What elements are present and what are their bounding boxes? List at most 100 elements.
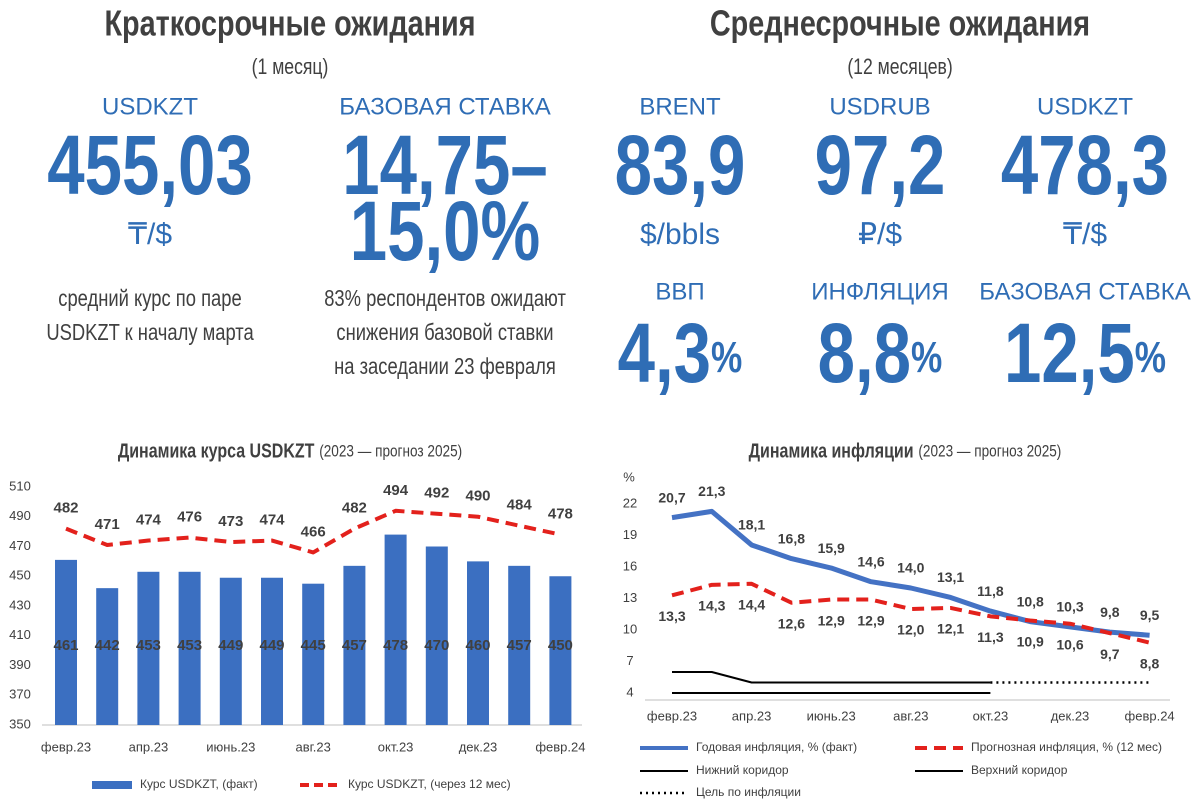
x-tick-label: окт.23 [973,708,1009,723]
line-value-label: 11,3 [977,629,1004,645]
bar [137,571,160,725]
y-tick-label: 13 [623,590,637,605]
line-value-label: 18,1 [738,517,765,533]
line-value-label: 8,8 [1140,655,1160,671]
value-number: 4,3 [618,307,711,401]
indicator-value: 12,5% [1004,307,1166,401]
bar [343,565,366,725]
x-tick-label: апр.23 [732,708,772,723]
indicator-label: USDKZT [102,93,198,120]
x-tick-label: окт.23 [378,739,414,754]
line-value-label: 9,5 [1140,607,1160,623]
bar-value-label: 460 [465,637,490,654]
bar [219,577,242,725]
bar [261,577,283,725]
line-value-label: 20,7 [658,489,685,505]
indicator-unit: $/bbls [640,218,720,251]
line-value-label: 478 [548,506,573,523]
line-value-label: 471 [95,516,120,533]
x-tick-label: февр.24 [1125,708,1175,723]
line-value-label: 494 [383,482,409,499]
y-tick-label: 510 [9,478,31,493]
line-value-label: 484 [507,497,533,514]
bar [55,559,77,725]
indicator-unit: ₸/$ [1063,218,1107,251]
section-title: Среднесрочные ожидания [710,2,1090,43]
section-subtitle: (1 месяц) [252,55,329,79]
value-unit: % [911,333,942,382]
bar [96,588,119,725]
y-tick-label: 470 [9,538,31,553]
indicator-value: 8,8% [818,307,943,401]
indicator-note: USDKZT к началу марта [46,320,254,345]
bar-value-label: 457 [507,637,532,654]
indicator-value: 15,0% [350,185,541,279]
indicator-label: БАЗОВАЯ СТАВКА [339,93,550,120]
value-number: 12,5 [1004,307,1135,401]
x-tick-label: дек.23 [459,739,498,754]
bar [178,571,201,725]
y-tick-label: 450 [9,568,31,583]
y-tick-label: 370 [9,687,31,702]
line-value-label: 12,9 [857,612,884,628]
indicator-value: 4,3% [618,307,743,401]
bar-value-label: 478 [383,637,408,654]
indicator-label: BRENT [639,93,721,120]
value-unit: % [1135,333,1166,382]
indicator-unit: ₸/$ [128,218,172,251]
indicator-value: 478,3 [1001,119,1169,213]
series-line [671,508,1150,638]
y-tick-label: 350 [9,716,31,731]
legend-label: Курс USDKZT, (факт) [140,777,258,791]
indicator-label: ВВП [655,278,704,305]
bar [425,546,448,725]
line-value-label: 492 [424,485,449,502]
line-value-label: 21,3 [698,483,725,499]
bar [508,565,531,725]
indicator-label: ИНФЛЯЦИЯ [811,278,948,305]
chart-title-main: Динамика инфляции [749,440,914,462]
line-value-label: 12,6 [778,615,805,631]
bar-value-label: 450 [548,637,573,654]
line-value-label: 482 [342,500,367,517]
x-tick-label: февр.23 [647,708,697,723]
x-tick-label: авг.23 [296,739,331,754]
line-value-label: 16,8 [778,530,805,546]
line-value-label: 473 [218,513,243,530]
line-value-label: 14,4 [738,597,765,613]
bar-value-label: 445 [301,637,326,654]
y-tick-label: 19 [623,527,637,542]
chart-title: Динамика инфляции (2023 — прогноз 2025) [749,440,1062,462]
y-tick-label: 490 [9,508,31,523]
bar-value-label: 470 [424,637,449,654]
y-tick-label: 430 [9,597,31,612]
line-value-label: 10,9 [1017,633,1044,649]
section-title: Краткосрочные ожидания [104,2,475,43]
indicator-unit: ₽/$ [858,218,902,251]
indicator-value: 97,2 [815,119,946,213]
line-value-label: 12,1 [937,621,964,637]
line-value-label: 490 [465,488,490,505]
line-value-label: 474 [136,512,162,529]
line-value-label: 12,9 [818,612,845,628]
line-value-label: 12,0 [897,622,924,638]
bar-value-label: 461 [53,637,78,654]
x-tick-label: февр.24 [535,739,585,754]
indicator-note: 83% респондентов ожидают [324,286,566,311]
line-value-label: 466 [301,523,326,540]
indicator-label: USDRUB [829,93,930,120]
value-unit: % [711,333,742,382]
indicator-value: 83,9 [615,119,746,213]
y-tick-label: 7 [626,653,633,668]
x-tick-label: июнь.23 [807,708,856,723]
line-value-label: 13,3 [658,608,685,624]
bar-value-label: 449 [259,637,284,654]
y-tick-label: 410 [9,627,31,642]
line-value-label: 10,6 [1056,636,1083,652]
legend-label: Годовая инфляция, % (факт) [696,740,857,754]
line-value-label: 10,3 [1056,599,1083,615]
indicator-label: USDKZT [1037,93,1133,120]
legend-label: Курс USDKZT, (через 12 мес) [348,777,511,791]
legend-label: Цель по инфляции [696,785,801,799]
